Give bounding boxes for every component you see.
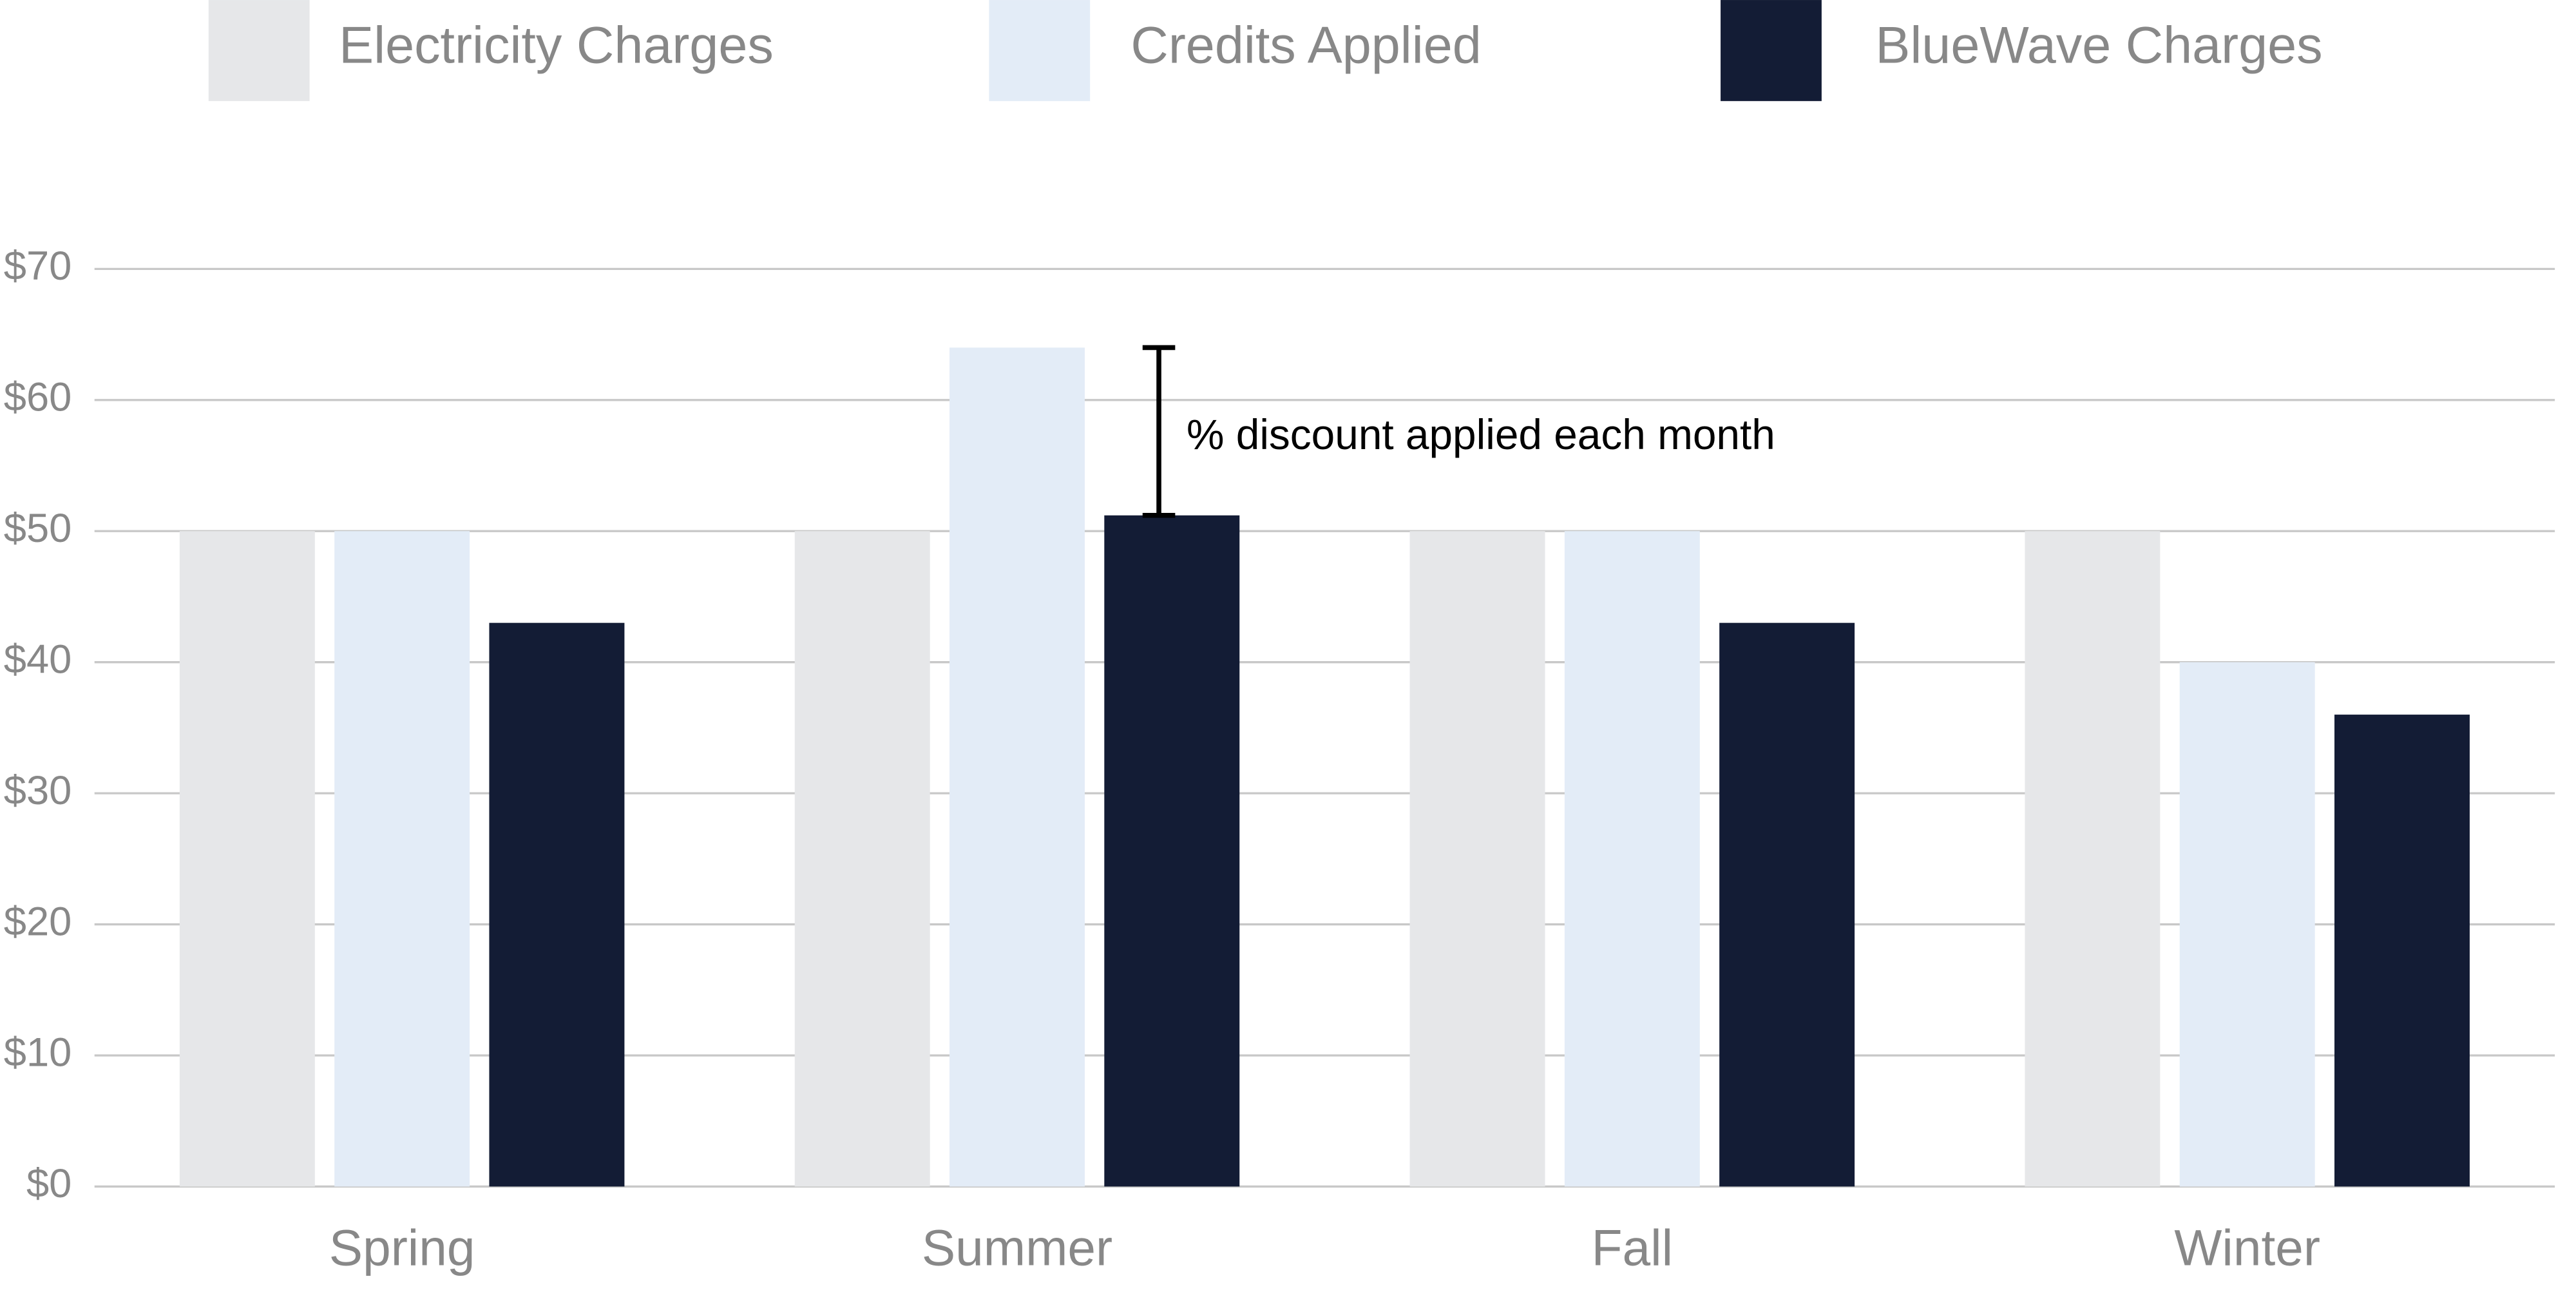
bar [794,531,930,1187]
annotation: % discount applied each month [1187,410,1775,458]
bar [1409,531,1545,1187]
bar [2025,531,2161,1187]
y-tick-label: $10 [4,1030,72,1075]
x-tick-label: Spring [329,1219,475,1276]
y-tick-label: $20 [4,899,72,944]
bar [2179,662,2315,1187]
y-tick-label: $0 [26,1161,72,1206]
bar [1564,531,1700,1187]
bar [489,622,625,1187]
legend-swatch [1721,0,1822,101]
y-tick-label: $70 [4,244,72,289]
bar [949,347,1085,1187]
bar [1104,515,1240,1187]
legend-label: Electricity Charges [339,16,774,74]
bar [334,531,470,1187]
x-tick-label: Fall [1592,1219,1673,1276]
legend-swatch [208,0,310,101]
y-tick-label: $60 [4,375,72,420]
legend-label: Credits Applied [1131,16,1481,74]
y-tick-label: $30 [4,768,72,813]
legend-label: BlueWave Charges [1875,16,2322,74]
y-tick-label: $50 [4,506,72,551]
bar [179,531,315,1187]
x-tick-label: Winter [2174,1219,2320,1276]
x-tick-label: Summer [922,1219,1112,1276]
bar [2334,715,2470,1187]
legend-swatch [989,0,1091,101]
bar [1719,622,1855,1187]
y-tick-label: $40 [4,637,72,682]
